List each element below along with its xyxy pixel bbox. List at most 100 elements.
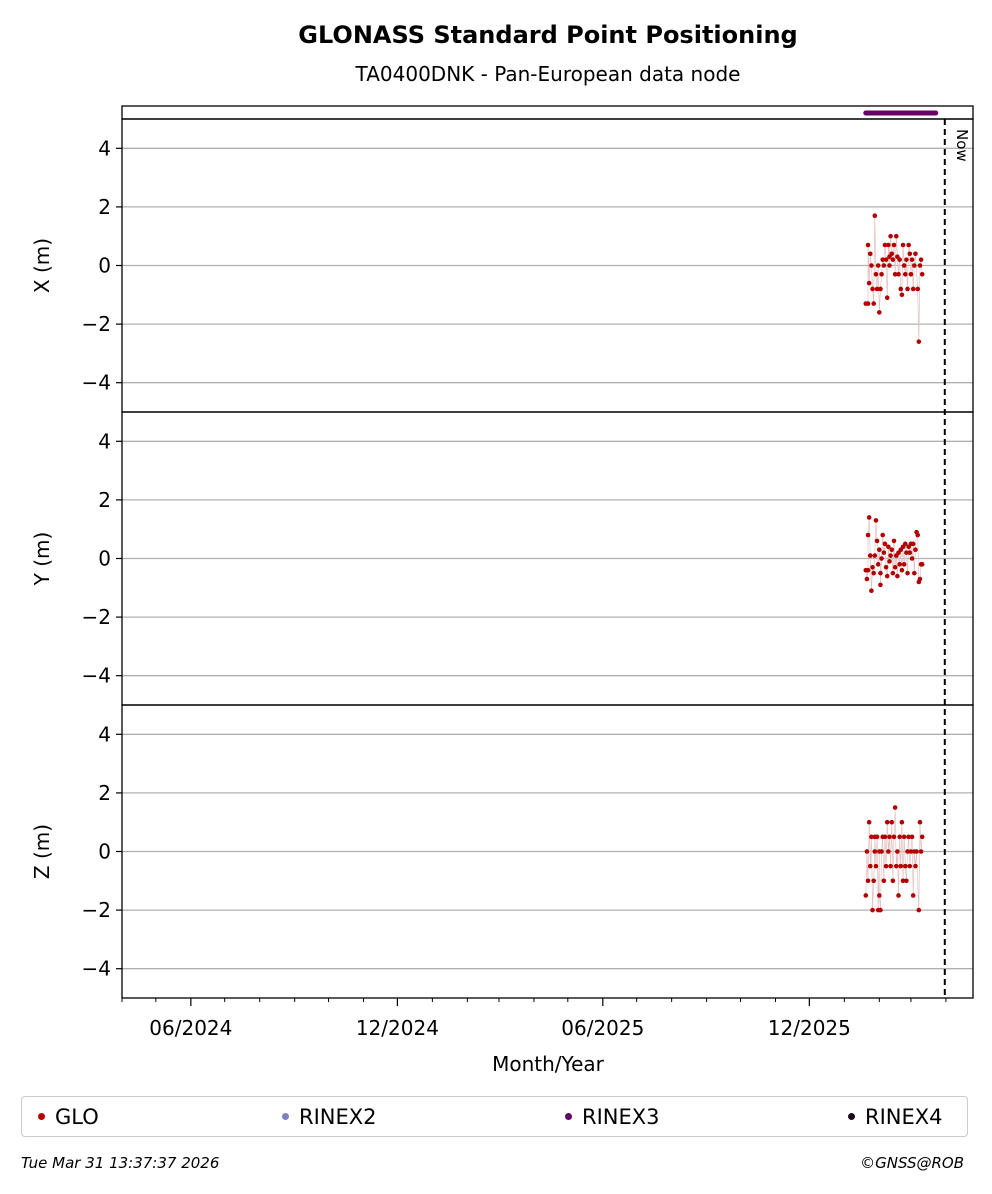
data-point-y [904, 550, 909, 555]
data-point-x [899, 292, 905, 298]
data-point-x [891, 242, 897, 248]
data-point-z [904, 878, 909, 884]
data-point-z [893, 863, 899, 869]
data-point-y [910, 541, 916, 547]
y-tick-label-y: −2 [82, 605, 111, 629]
data-point-y [870, 564, 875, 570]
chart-subtitle: TA0400DNK - Pan-European data node [355, 62, 741, 86]
data-point-z [877, 893, 882, 898]
footer-timestamp: Tue Mar 31 13:37:37 2026 [21, 1154, 220, 1172]
data-point-z [914, 849, 919, 854]
data-point-x [877, 310, 882, 315]
data-point-x [912, 263, 917, 268]
y-tick-label-z: 2 [98, 781, 111, 805]
data-point-z [896, 893, 901, 898]
data-point-y [891, 538, 897, 544]
data-point-y [907, 550, 913, 555]
data-point-y [888, 553, 893, 558]
footer-credit: ©GNSS@ROB [860, 1154, 964, 1172]
panel-z-frame [121, 704, 974, 999]
data-point-x [865, 242, 871, 248]
data-point-x [879, 271, 884, 277]
data-point-y [880, 532, 886, 538]
data-point-z [869, 834, 874, 840]
data-point-x [867, 251, 873, 257]
data-point-y [912, 570, 917, 576]
data-point-z [886, 849, 891, 854]
data-point-z [863, 893, 869, 898]
data-point-z [890, 878, 896, 884]
data-point-x [909, 257, 915, 262]
data-point-z [901, 834, 907, 840]
data-point-y [886, 544, 891, 550]
data-point-x [878, 286, 883, 292]
legend-label-rinex2: RINEX2 [299, 1104, 377, 1129]
availability-strip [121, 105, 974, 120]
data-point-y [915, 532, 920, 538]
data-point-z [888, 863, 893, 869]
data-point-x [883, 257, 889, 262]
data-point-x [890, 257, 896, 262]
data-point-y [871, 570, 876, 576]
rinex4-marker-icon [848, 1113, 855, 1120]
data-point-x [893, 233, 899, 239]
data-point-y [875, 562, 881, 567]
x-tick-label: 06/2024 [149, 1016, 232, 1040]
y-tick-label-y: 0 [98, 547, 111, 571]
data-point-z [919, 834, 925, 840]
y-tick-label-y: −4 [82, 664, 111, 688]
data-point-x [896, 271, 901, 277]
data-point-y [869, 588, 874, 594]
glo-marker-icon [38, 1113, 45, 1120]
data-point-y [917, 576, 923, 582]
data-point-z [887, 834, 892, 840]
data-point-y [867, 553, 873, 558]
data-point-y [895, 573, 900, 579]
data-point-y [889, 547, 895, 553]
data-point-x [910, 286, 916, 292]
data-point-x [875, 263, 881, 268]
data-point-z [895, 849, 900, 854]
data-point-z [871, 878, 876, 884]
legend-item-rinex2: RINEX2 [282, 1097, 377, 1136]
data-point-z [892, 805, 898, 810]
data-point-z [889, 819, 895, 825]
x-tick-label: 12/2024 [356, 1016, 439, 1040]
data-point-z [881, 878, 887, 884]
data-point-y [883, 564, 889, 570]
data-point-z [874, 834, 880, 840]
legend-item-rinex4: RINEX4 [848, 1097, 943, 1136]
data-point-z [864, 849, 870, 854]
data-point-x [887, 263, 892, 268]
data-point-z [899, 819, 905, 825]
data-point-x [870, 286, 875, 292]
data-point-y [878, 582, 883, 588]
data-point-x [904, 257, 909, 262]
data-point-x [872, 213, 878, 218]
y-tick-label-y: 4 [98, 429, 111, 453]
data-point-x [898, 286, 904, 292]
data-point-y [899, 567, 905, 573]
data-point-z [908, 849, 914, 854]
y-tick-label-x: 4 [98, 136, 111, 160]
data-point-x [916, 339, 922, 344]
y-tick-label-z: −2 [82, 898, 111, 922]
y-tick-label-z: 4 [98, 722, 111, 746]
data-point-y [902, 541, 908, 547]
data-point-x [886, 242, 891, 248]
data-point-y [919, 562, 925, 567]
data-point-x [892, 271, 898, 277]
data-point-y [901, 562, 907, 567]
y-axis-label-x: X (m) [30, 238, 54, 293]
data-point-x [869, 263, 874, 268]
data-point-z [884, 819, 890, 825]
legend-label-rinex3: RINEX3 [582, 1104, 660, 1129]
data-point-x [871, 301, 876, 306]
data-point-y [890, 570, 896, 576]
series-line-x [865, 215, 923, 342]
data-point-x [907, 251, 913, 257]
data-point-y [866, 515, 872, 520]
data-point-y [892, 564, 898, 570]
data-point-z [891, 834, 897, 840]
data-point-x [865, 301, 871, 306]
